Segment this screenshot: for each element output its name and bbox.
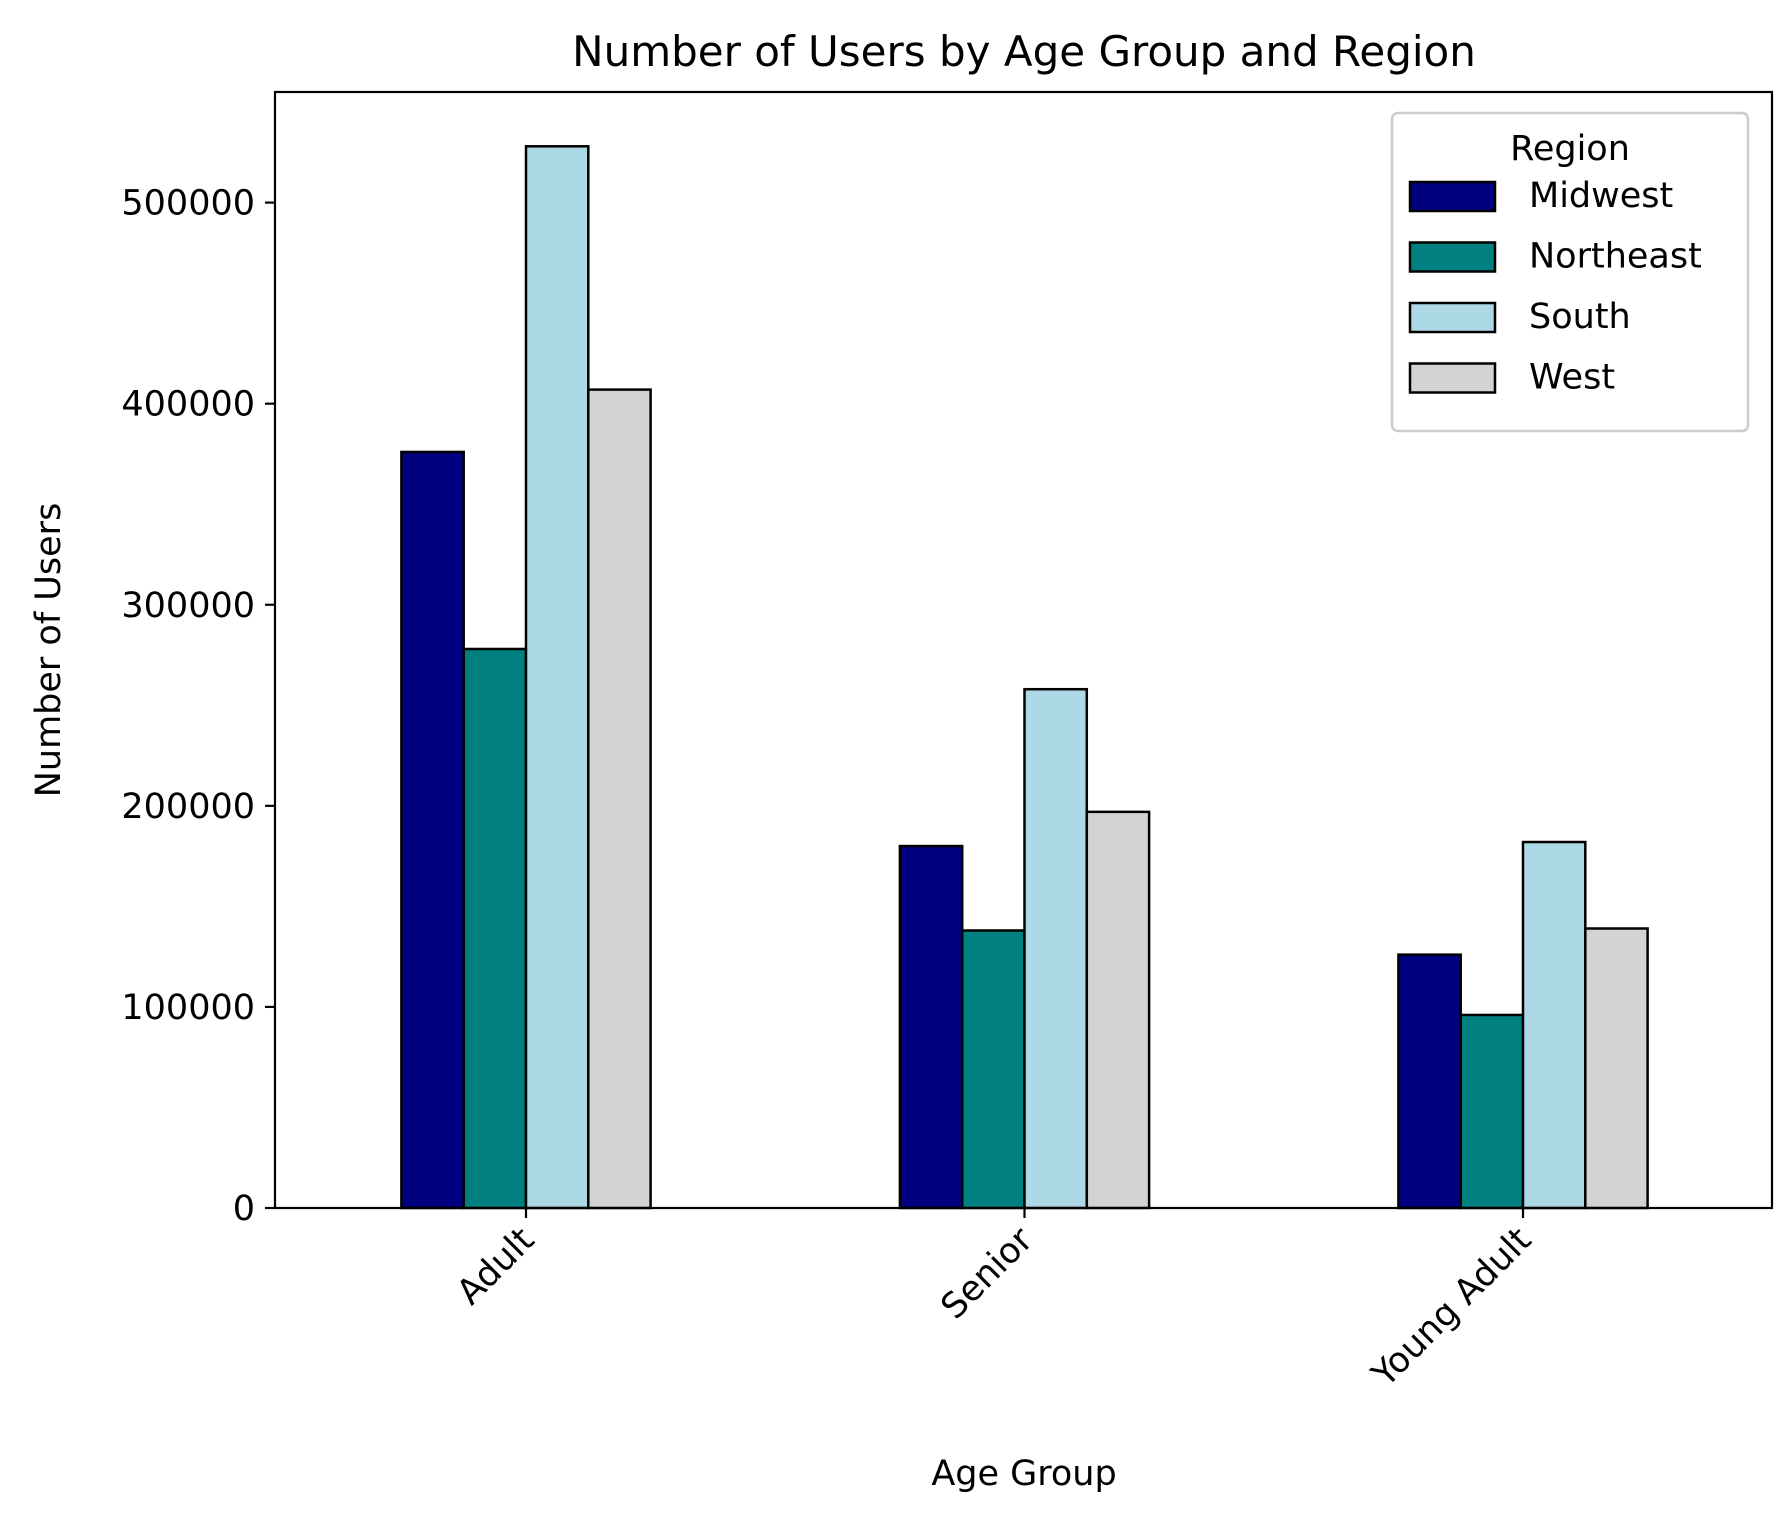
bar-midwest-adult bbox=[400, 450, 465, 1210]
bar-south-adult bbox=[524, 145, 590, 1210]
bar-west-adult bbox=[587, 388, 652, 1210]
legend-label-midwest: Midwest bbox=[1529, 176, 1673, 216]
y-tick-label: 500000 bbox=[121, 184, 255, 224]
legend-swatch-south bbox=[1408, 301, 1497, 334]
bar-south-young-adult bbox=[1521, 840, 1587, 1210]
legend-label-northeast: Northeast bbox=[1529, 237, 1702, 277]
bar-midwest-young-adult bbox=[1397, 953, 1462, 1210]
y-tick-label: 400000 bbox=[121, 385, 255, 425]
chart-title: Number of Users by Age Group and Region bbox=[572, 27, 1476, 76]
y-axis-ticks: 0 100000 200000 300000 400000 500000 bbox=[121, 184, 275, 1229]
y-axis-label: Number of Users bbox=[29, 503, 69, 798]
bar-northeast-young-adult bbox=[1459, 1013, 1525, 1210]
bar-west-senior bbox=[1085, 810, 1151, 1210]
legend-swatch-midwest bbox=[1408, 180, 1497, 213]
y-tick-label: 300000 bbox=[121, 586, 255, 626]
bar-northeast-senior bbox=[960, 929, 1026, 1210]
y-tick-label: 0 bbox=[233, 1189, 255, 1229]
y-tick-label: 100000 bbox=[121, 988, 255, 1028]
legend-entries: Midwest Northeast South West bbox=[1408, 176, 1702, 398]
legend-label-south: South bbox=[1529, 297, 1631, 337]
x-axis-label: Age Group bbox=[931, 1454, 1116, 1494]
y-tick-label: 200000 bbox=[121, 787, 255, 827]
bar-northeast-adult bbox=[462, 647, 528, 1210]
bars-group bbox=[400, 145, 1649, 1210]
bar-south-senior bbox=[1023, 687, 1089, 1210]
legend-title: Region bbox=[1510, 129, 1630, 169]
plot-frame bbox=[273, 90, 1774, 1210]
legend-swatch-northeast bbox=[1408, 241, 1497, 273]
bar-west-young-adult bbox=[1584, 927, 1649, 1210]
legend: Region Midwest Northeast South West bbox=[1390, 111, 1750, 433]
bar-midwest-senior bbox=[898, 844, 964, 1210]
legend-label-west: West bbox=[1529, 358, 1615, 398]
legend-swatch-west bbox=[1408, 362, 1497, 394]
